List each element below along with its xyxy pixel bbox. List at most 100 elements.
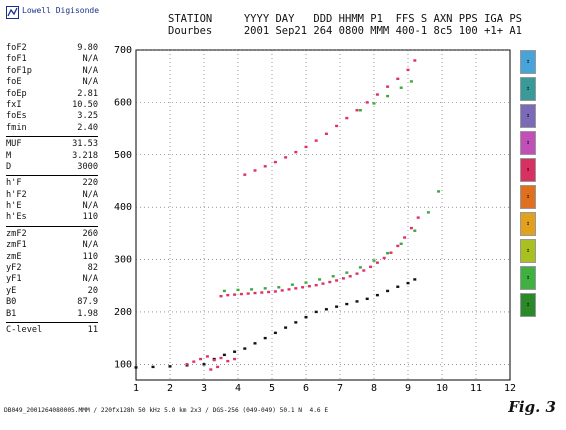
data-point	[236, 288, 240, 292]
mode-4-icon: ↕	[526, 139, 530, 146]
x-tick-label: 7	[337, 383, 343, 394]
param-name: zmF1	[6, 240, 27, 251]
data-point	[382, 256, 386, 260]
data-point	[355, 272, 359, 275]
data-point	[134, 366, 138, 369]
x-mode-button[interactable]: ↕	[520, 77, 536, 101]
station-header: STATION YYYY DAY DDD HHMM P1 FFS S AXN P…	[168, 14, 566, 40]
data-point	[307, 285, 311, 288]
data-point	[409, 226, 413, 230]
param-divider	[6, 175, 98, 177]
param-divider	[6, 136, 98, 138]
data-point	[263, 287, 267, 290]
data-point	[413, 278, 417, 281]
data-point	[284, 156, 288, 159]
data-point	[280, 289, 284, 292]
param-name: h'E	[6, 201, 22, 212]
data-point	[250, 288, 254, 291]
y-tick-label: 300	[114, 255, 132, 266]
data-point	[348, 275, 352, 278]
param-name: D	[6, 161, 12, 172]
data-point	[362, 269, 366, 272]
data-point	[243, 347, 247, 350]
data-point	[151, 365, 155, 369]
figure-label: Fig. 3	[508, 398, 556, 416]
ch-c-button[interactable]: ↕	[520, 239, 536, 263]
ch-b-button[interactable]: ↕	[520, 212, 536, 236]
data-point	[219, 356, 223, 360]
ch-b-icon: ↕	[526, 220, 530, 227]
data-point	[233, 357, 237, 361]
param-value: N/A	[82, 77, 98, 88]
data-point	[369, 265, 373, 269]
data-point	[294, 321, 298, 324]
data-point	[426, 211, 430, 214]
data-point	[406, 281, 410, 285]
ch-a-icon: ↕	[526, 193, 530, 200]
ch-e-icon: ↕	[526, 301, 530, 308]
data-point	[267, 290, 271, 294]
data-point	[358, 109, 362, 112]
param-row: zmF1 N/A	[6, 240, 98, 251]
param-row: h'F2 N/A	[6, 190, 98, 201]
data-point	[328, 280, 332, 284]
mode-4-button[interactable]: ↕	[520, 131, 536, 155]
x-tick-label: 10	[436, 383, 448, 394]
param-row: h'E N/A	[6, 201, 98, 212]
o-mode-button[interactable]: ↕	[520, 50, 536, 74]
data-point	[199, 357, 203, 361]
y-tick-label: 400	[114, 202, 132, 213]
data-point	[284, 326, 288, 329]
data-point	[399, 242, 403, 246]
param-name: yF2	[6, 263, 22, 274]
lowell-digisonde-logo: Lowell Digisonde	[4, 5, 124, 23]
ch-a-button[interactable]: ↕	[520, 185, 536, 209]
ch-c-icon: ↕	[526, 247, 530, 254]
mode-3-button[interactable]: ↕	[520, 104, 536, 128]
data-point	[304, 315, 308, 319]
param-value: N/A	[82, 54, 98, 65]
data-point	[324, 132, 328, 136]
data-point	[324, 308, 328, 311]
param-row: h'F 220	[6, 178, 98, 189]
param-row: C-level 11	[6, 325, 98, 336]
param-divider	[6, 225, 98, 227]
data-point	[386, 85, 390, 88]
data-point	[294, 287, 298, 290]
data-point	[273, 290, 277, 293]
data-point	[345, 271, 349, 274]
ch-d-button[interactable]: ↕	[520, 266, 536, 290]
data-point	[192, 360, 196, 363]
data-point	[287, 288, 291, 291]
param-value: N/A	[82, 201, 98, 212]
param-value: 9.80	[77, 43, 98, 53]
data-point	[386, 94, 390, 98]
data-point	[335, 124, 339, 128]
param-name: M	[6, 150, 12, 161]
y-tick-label: 500	[114, 150, 132, 161]
data-point	[185, 363, 189, 366]
data-point	[375, 293, 379, 297]
param-row: foF1 N/A	[6, 54, 98, 65]
x-tick-label: 4	[235, 383, 241, 394]
param-name: h'F	[6, 178, 22, 189]
ch-e-button[interactable]: ↕	[520, 293, 536, 317]
param-value: N/A	[82, 240, 98, 251]
data-point	[314, 139, 318, 142]
data-point	[375, 261, 379, 264]
param-name: fxI	[6, 99, 22, 110]
data-point	[209, 368, 213, 371]
plot-frame	[135, 49, 511, 381]
param-value: 87.9	[77, 297, 98, 308]
param-divider	[6, 321, 98, 323]
param-value: 110	[82, 251, 98, 262]
param-row: foEs 3.25	[6, 111, 98, 122]
param-name: yE	[6, 285, 17, 296]
mode-5-button[interactable]: ↕	[520, 158, 536, 182]
param-name: foF1	[6, 54, 27, 65]
param-value: 2.81	[77, 88, 98, 99]
x-tick-label: 2	[167, 383, 173, 394]
param-name: MUF	[6, 139, 22, 150]
data-point	[168, 365, 172, 368]
data-point	[413, 229, 417, 232]
